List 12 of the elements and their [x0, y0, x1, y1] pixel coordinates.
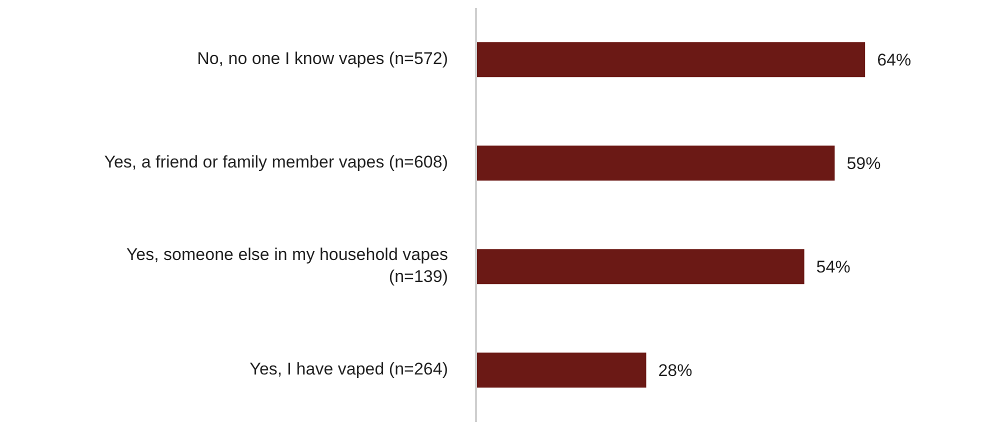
y-tick-label: Yes, someone else in my household vapes (n=139)	[126, 245, 448, 286]
data-label: 54%	[816, 258, 850, 277]
data-label: 59%	[846, 154, 881, 174]
data-label: 28%	[658, 361, 692, 380]
bar	[476, 146, 835, 181]
data-label: 64%	[877, 50, 912, 70]
y-tick-label: No, no one I know vapes (n=572)	[197, 49, 448, 68]
bar	[476, 352, 646, 388]
bar	[476, 249, 804, 284]
y-tick-label: Yes, I have vaped (n=264)	[250, 360, 448, 379]
y-tick-label: Yes, a friend or family member vapes (n=608)	[104, 152, 448, 172]
bar	[476, 42, 866, 78]
